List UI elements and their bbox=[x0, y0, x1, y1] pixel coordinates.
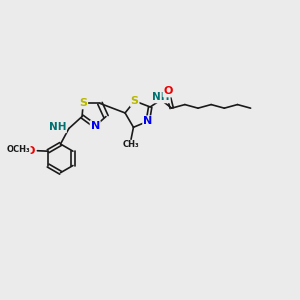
Text: S: S bbox=[130, 96, 139, 106]
Text: S: S bbox=[79, 98, 87, 108]
Text: NH: NH bbox=[49, 122, 66, 132]
Text: NH: NH bbox=[152, 92, 170, 102]
Text: N: N bbox=[143, 116, 152, 126]
Text: N: N bbox=[91, 121, 100, 131]
Text: O: O bbox=[26, 146, 35, 156]
Text: O: O bbox=[164, 86, 173, 96]
Text: OCH₃: OCH₃ bbox=[7, 146, 30, 154]
Text: CH₃: CH₃ bbox=[123, 140, 140, 149]
